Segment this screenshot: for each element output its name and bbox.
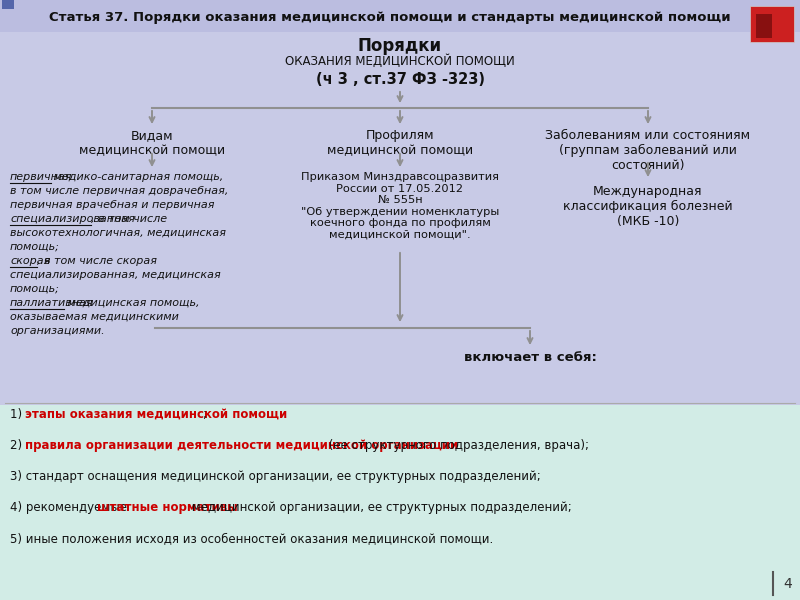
Bar bbox=[0, 0, 800, 32]
Text: медицинской организации, ее структурных подразделений;: медицинской организации, ее структурных … bbox=[188, 501, 571, 514]
Text: , в том числе скорая: , в том числе скорая bbox=[37, 256, 157, 266]
Text: организациями.: организациями. bbox=[10, 326, 105, 336]
Text: ;: ; bbox=[202, 408, 206, 421]
Text: 4: 4 bbox=[783, 577, 792, 591]
Text: медицинская помощь,: медицинская помощь, bbox=[64, 298, 199, 308]
Text: оказываемая медицинскими: оказываемая медицинскими bbox=[10, 312, 179, 322]
Text: Профилям
медицинской помощи: Профилям медицинской помощи bbox=[327, 129, 473, 157]
Text: первичная врачебная и первичная: первичная врачебная и первичная bbox=[10, 200, 214, 210]
Text: медико-санитарная помощь,: медико-санитарная помощь, bbox=[50, 172, 224, 182]
Text: Порядки: Порядки bbox=[358, 37, 442, 55]
Text: (ч 3 , ст.37 ФЗ -323): (ч 3 , ст.37 ФЗ -323) bbox=[315, 71, 485, 86]
Text: 5) иные положения исходя из особенностей оказания медицинской помощи.: 5) иные положения исходя из особенностей… bbox=[10, 532, 494, 545]
Text: 2): 2) bbox=[10, 439, 26, 452]
Text: этапы оказания медицинской помощи: этапы оказания медицинской помощи bbox=[26, 408, 287, 421]
Text: ОКАЗАНИЯ МЕДИЦИНСКОЙ ПОМОЩИ: ОКАЗАНИЯ МЕДИЦИНСКОЙ ПОМОЩИ bbox=[285, 54, 515, 68]
Text: , в том числе: , в том числе bbox=[91, 214, 167, 224]
Bar bbox=[756, 14, 772, 38]
Text: 3) стандарт оснащения медицинской организации, ее структурных подразделений;: 3) стандарт оснащения медицинской органи… bbox=[10, 470, 541, 483]
Bar bbox=[750, 6, 794, 42]
Text: Международная
классификация болезней
(МКБ -10): Международная классификация болезней (МК… bbox=[563, 185, 733, 228]
Text: помощь;: помощь; bbox=[10, 284, 60, 294]
Text: Приказом Минздравсоцразвития
России от 17.05.2012
№ 555н
"Об утверждении номенкл: Приказом Минздравсоцразвития России от 1… bbox=[301, 172, 499, 240]
Text: Статья 37. Порядки оказания медицинской помощи и стандарты медицинской помощи: Статья 37. Порядки оказания медицинской … bbox=[49, 10, 731, 23]
Text: правила организации деятельности медицинской организации: правила организации деятельности медицин… bbox=[26, 439, 458, 452]
Text: специализированная: специализированная bbox=[10, 214, 135, 224]
Text: высокотехнологичная, медицинская: высокотехнологичная, медицинская bbox=[10, 228, 226, 238]
Text: скорая: скорая bbox=[10, 256, 50, 266]
Bar bbox=[0, 405, 800, 600]
Text: 1): 1) bbox=[10, 408, 26, 421]
Text: в том числе первичная доврачебная,: в том числе первичная доврачебная, bbox=[10, 186, 228, 196]
Text: Заболеваниям или состояниям
(группам заболеваний или
состояний): Заболеваниям или состояниям (группам заб… bbox=[546, 129, 750, 172]
Text: штатные нормативы: штатные нормативы bbox=[97, 501, 238, 514]
Text: первичная: первичная bbox=[10, 172, 73, 182]
Text: Видам
медицинской помощи: Видам медицинской помощи bbox=[79, 129, 225, 157]
Text: включает в себя:: включает в себя: bbox=[463, 351, 597, 364]
Text: (ее структурного подразделения, врача);: (ее структурного подразделения, врача); bbox=[325, 439, 589, 452]
Text: специализированная, медицинская: специализированная, медицинская bbox=[10, 270, 221, 280]
Bar bbox=[2, 0, 14, 9]
Text: помощь;: помощь; bbox=[10, 242, 60, 252]
Text: паллиативная: паллиативная bbox=[10, 298, 94, 308]
Text: 4) рекомендуемые: 4) рекомендуемые bbox=[10, 501, 130, 514]
